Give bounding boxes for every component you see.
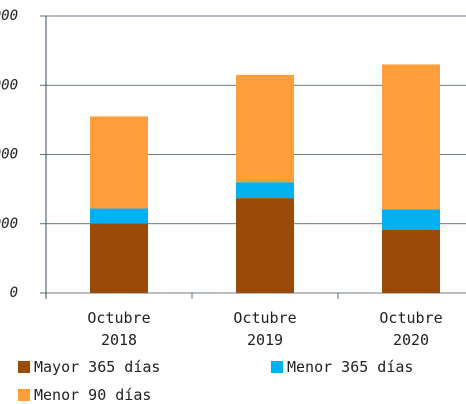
y-tick-label: 1000	[0, 216, 18, 232]
legend-swatch	[18, 389, 30, 401]
bar-segment	[382, 209, 440, 230]
y-tick-label: 0	[10, 285, 18, 301]
legend-label: Mayor 365 días	[34, 358, 161, 376]
legend-swatch	[18, 361, 30, 373]
y-tick-label: 3000	[0, 77, 18, 93]
bar-segment	[236, 198, 294, 293]
legend-label: Menor 90 días	[34, 386, 152, 404]
y-tick-label: 4000	[0, 8, 18, 24]
bar-segment	[382, 229, 440, 293]
legend-item: Menor 90 días	[18, 386, 151, 404]
bar-segment	[90, 208, 148, 224]
legend-item: Menor 365 días	[271, 358, 413, 376]
bar-segment	[90, 223, 148, 293]
legend-swatch	[271, 361, 283, 373]
legend-item: Mayor 365 días	[18, 358, 160, 376]
bar-segment	[236, 182, 294, 199]
legend-label: Menor 365 días	[287, 358, 414, 376]
bar-segment	[236, 74, 294, 183]
x-tick-label: Octubre 2019	[233, 309, 297, 349]
bar-segment	[382, 64, 440, 210]
x-tick-label: Octubre 2018	[87, 309, 151, 349]
x-tick-label: Octubre 2020	[379, 309, 443, 349]
y-tick-label: 2000	[0, 147, 18, 163]
bar-segment	[90, 116, 148, 209]
